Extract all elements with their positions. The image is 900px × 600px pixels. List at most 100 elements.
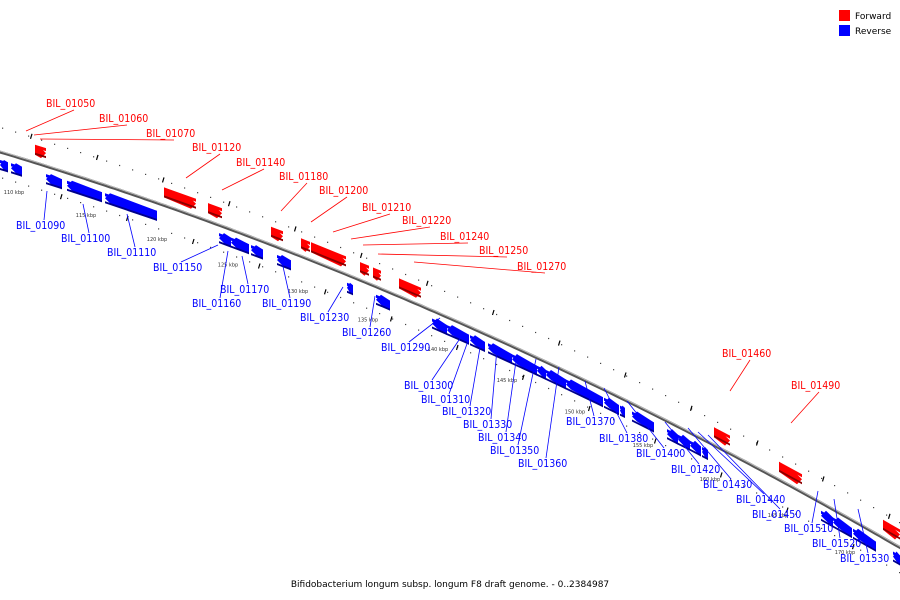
reverse-gene-label-19[interactable]: BIL_01400 (626, 400, 685, 460)
forward-gene-label-8[interactable]: BIL_01220 (350, 215, 451, 240)
upper-dot (600, 362, 602, 364)
reverse-gene-label-13[interactable]: BIL_01330 (463, 347, 512, 431)
upper-dot (145, 173, 147, 175)
lower-dot (847, 542, 849, 544)
reverse-gene-label-22[interactable]: BIL_01440 (697, 431, 785, 506)
reverse-gene-label-text: BIL_01160 (192, 298, 241, 310)
upper-dot (444, 290, 446, 292)
reverse-gene-7[interactable] (251, 245, 263, 260)
reverse-gene-label-5[interactable]: BIL_01170 (220, 255, 269, 296)
forward-gene-label-10[interactable]: BIL_01250 (377, 245, 528, 258)
forward-gene-9[interactable] (714, 427, 730, 446)
reverse-gene-10[interactable] (376, 294, 390, 311)
forward-gene-label-13[interactable]: BIL_01490 (790, 380, 840, 424)
reverse-gene-12[interactable] (447, 325, 469, 345)
reverse-gene-label-23[interactable]: BIL_01450 (707, 434, 801, 521)
reverse-gene-17[interactable] (546, 370, 566, 390)
reverse-gene-label-16[interactable]: BIL_01360 (518, 366, 567, 470)
reverse-gene-3[interactable] (67, 180, 102, 203)
reverse-gene-13[interactable] (470, 335, 485, 352)
reverse-gene-18[interactable] (566, 379, 603, 408)
reverse-gene-27[interactable] (833, 517, 852, 539)
forward-gene-label-2[interactable]: BIL_01070 (39, 128, 195, 141)
forward-gene-2[interactable] (208, 203, 222, 219)
reverse-gene-22[interactable] (667, 429, 678, 445)
reverse-gene-8-top (277, 255, 291, 264)
gene-labels[interactable]: BIL_01050 BIL_01060 BIL_01070 BIL_01120 BIL_… (16, 98, 889, 565)
forward-gene-label-11[interactable]: BIL_01270 (413, 261, 566, 274)
reverse-gene-1[interactable] (11, 163, 22, 177)
reverse-gene-label-leader (697, 431, 765, 495)
reverse-gene-label-8[interactable]: BIL_01260 (342, 295, 391, 339)
forward-gene-5[interactable] (311, 242, 346, 267)
reverse-gene-label-4[interactable]: BIL_01160 (192, 250, 241, 310)
reverse-gene-label-25[interactable]: BIL_01520 (812, 498, 861, 550)
reverse-gene-label-3[interactable]: BIL_01150 (153, 244, 219, 274)
reverse-gene-2-bottom (46, 182, 62, 190)
forward-gene-7[interactable] (373, 267, 381, 281)
forward-gene-label-1[interactable]: BIL_01060 (33, 113, 148, 136)
reverse-gene-label-6[interactable]: BIL_01190 (262, 261, 311, 310)
reverse-gene-6[interactable] (231, 237, 249, 255)
forward-gene-3[interactable] (271, 226, 283, 242)
reverse-gene-label-1[interactable]: BIL_01100 (61, 203, 110, 245)
reverse-gene-9[interactable] (347, 282, 353, 296)
reverse-gene-label-9[interactable]: BIL_01290 (381, 317, 441, 354)
reverse-gene-label-11[interactable]: BIL_01310 (421, 340, 470, 406)
reverse-gene-label-15[interactable]: BIL_01350 (490, 358, 539, 457)
reverse-gene-label-24[interactable]: BIL_01510 (784, 490, 833, 535)
reverse-gene-2[interactable] (46, 174, 62, 190)
forward-gene-10[interactable] (779, 461, 802, 485)
forward-gene-label-0[interactable]: BIL_01050 (25, 98, 95, 132)
gene-features[interactable] (0, 144, 900, 566)
reverse-gene-8[interactable] (277, 255, 291, 271)
reverse-gene-20[interactable] (620, 405, 625, 418)
forward-gene-label-5[interactable]: BIL_01180 (279, 171, 328, 212)
reverse-gene-label-text: BIL_01340 (478, 432, 527, 444)
upper-dot (652, 388, 654, 390)
forward-gene-11[interactable] (883, 519, 900, 540)
forward-gene-label-3[interactable]: BIL_01120 (185, 142, 241, 179)
forward-gene-label-leader (33, 124, 128, 136)
forward-gene-1[interactable] (164, 187, 196, 209)
reverse-gene-0[interactable] (0, 160, 8, 173)
reverse-gene-26[interactable] (821, 510, 833, 528)
upper-dot (561, 344, 563, 346)
upper-dot (106, 160, 108, 162)
reverse-gene-label-17[interactable]: BIL_01370 (566, 380, 615, 428)
forward-gene-label-9[interactable]: BIL_01240 (362, 231, 489, 246)
reverse-gene-18-top (566, 379, 603, 401)
forward-gene-8[interactable] (399, 278, 421, 298)
forward-gene-label-4[interactable]: BIL_01140 (221, 157, 285, 191)
reverse-gene-label-21[interactable]: BIL_01430 (687, 427, 752, 491)
upper-dot (769, 449, 771, 451)
reverse-gene-label-26[interactable]: BIL_01530 (840, 508, 889, 565)
forward-gene-6[interactable] (360, 262, 369, 276)
forward-gene-0[interactable] (35, 144, 46, 159)
reverse-gene-label-20[interactable]: BIL_01420 (664, 421, 720, 476)
reverse-gene-label-leader (687, 427, 732, 480)
reverse-gene-14[interactable] (488, 343, 512, 365)
upper-dot (730, 428, 732, 430)
forward-gene-label-7[interactable]: BIL_01210 (332, 202, 411, 233)
reverse-gene-5[interactable] (219, 233, 231, 248)
reverse-gene-21[interactable] (632, 411, 654, 433)
reverse-gene-label-12[interactable]: BIL_01320 (442, 341, 491, 418)
forward-gene-label-6[interactable]: BIL_01200 (310, 185, 368, 223)
forward-gene-label-12[interactable]: BIL_01460 (722, 348, 771, 392)
reverse-gene-label-7[interactable]: BIL_01230 (300, 286, 349, 324)
reverse-gene-24[interactable] (690, 440, 701, 457)
reverse-gene-16[interactable] (537, 365, 546, 380)
lower-dot (665, 445, 667, 447)
forward-gene-4[interactable] (301, 238, 310, 252)
reverse-gene-15[interactable] (512, 354, 537, 376)
reverse-gene-11[interactable] (432, 318, 447, 336)
reverse-gene-label-18[interactable]: BIL_01380 (599, 387, 648, 445)
reverse-gene-label-0[interactable]: BIL_01090 (16, 190, 65, 232)
reverse-gene-label-10[interactable]: BIL_01300 (404, 336, 462, 392)
reverse-gene-label-2[interactable]: BIL_01110 (107, 213, 156, 259)
reverse-gene-29[interactable] (893, 551, 900, 566)
reverse-gene-4[interactable] (105, 193, 157, 221)
reverse-gene-25[interactable] (702, 447, 708, 461)
reverse-gene-label-14[interactable]: BIL_01340 (478, 353, 527, 444)
